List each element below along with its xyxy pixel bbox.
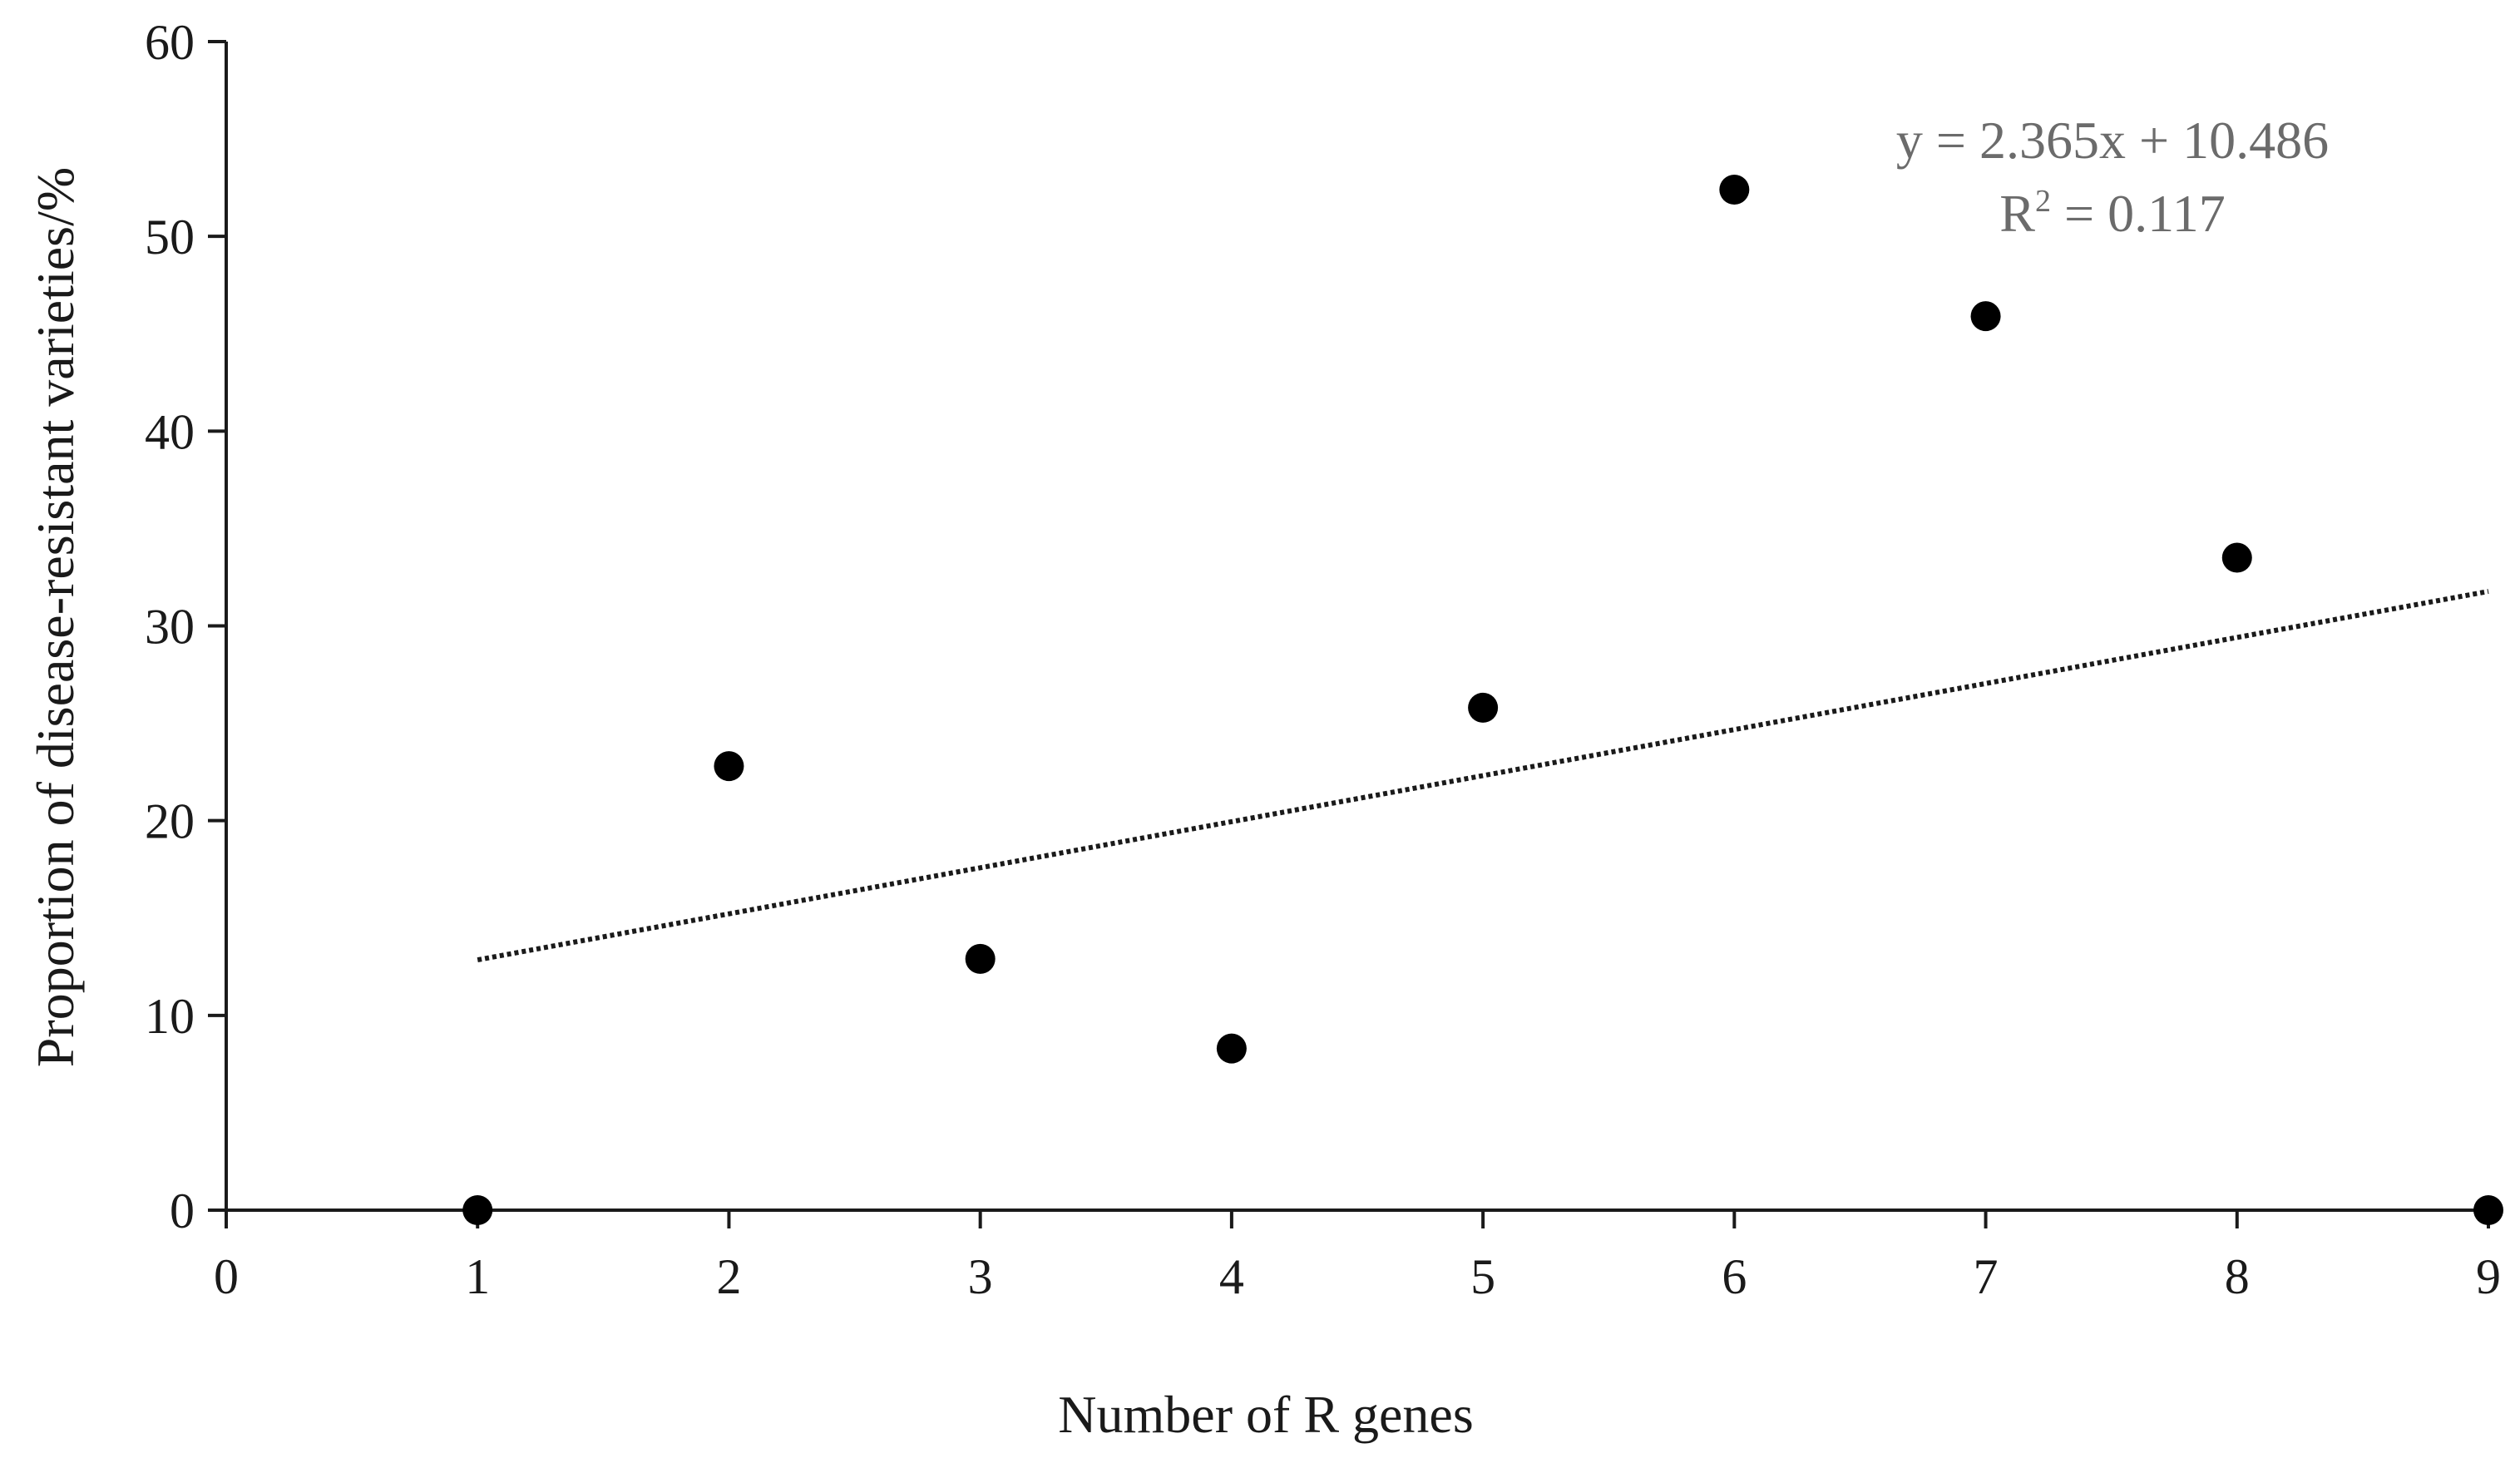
data-point xyxy=(1468,692,1499,723)
x-tick-label: 0 xyxy=(214,1249,239,1304)
x-tick-label: 6 xyxy=(1722,1249,1747,1304)
y-tick-label: 60 xyxy=(145,15,195,70)
r-squared-value: = 0.117 xyxy=(2051,184,2226,243)
data-point xyxy=(2473,1195,2503,1225)
data-point xyxy=(462,1195,493,1225)
data-point xyxy=(2221,542,2252,573)
y-tick-label: 40 xyxy=(145,404,195,459)
x-tick-label: 8 xyxy=(2225,1249,2250,1304)
x-axis-ticks: 0 1 2 3 4 5 6 7 8 9 xyxy=(214,1210,2501,1304)
r-squared-symbol: R xyxy=(1999,184,2035,243)
data-point xyxy=(1216,1033,1247,1064)
r-squared-label: R2 = 0.117 xyxy=(1999,184,2225,243)
x-tick-label: 2 xyxy=(716,1249,741,1304)
y-tick-label: 20 xyxy=(145,794,195,849)
x-tick-label: 3 xyxy=(968,1249,993,1304)
y-axis-ticks: 0 10 20 30 40 50 60 xyxy=(145,15,226,1238)
x-tick-label: 4 xyxy=(1219,1249,1244,1304)
y-tick-label: 10 xyxy=(145,989,195,1044)
data-point xyxy=(1719,174,1750,205)
plot-area: 0 10 20 30 40 50 60 0 1 2 3 4 5 6 7 8 9 xyxy=(145,15,2503,1304)
x-axis-title: Number of R genes xyxy=(1058,1385,1473,1444)
y-tick-label: 50 xyxy=(145,210,195,264)
r-squared-superscript: 2 xyxy=(2035,184,2051,219)
y-tick-label: 0 xyxy=(170,1184,195,1238)
x-tick-label: 1 xyxy=(465,1249,490,1304)
data-point xyxy=(1970,301,2001,332)
y-tick-label: 30 xyxy=(145,600,195,655)
trendline-equation: y = 2.365x + 10.486 xyxy=(1896,111,2329,170)
x-tick-label: 5 xyxy=(1470,1249,1495,1304)
data-points xyxy=(462,174,2503,1225)
x-tick-label: 7 xyxy=(1974,1249,1999,1304)
linear-trendline xyxy=(477,589,2489,963)
y-axis-title: Proportion of disease-resistant varietie… xyxy=(26,167,85,1067)
data-point xyxy=(714,751,744,782)
x-tick-label: 9 xyxy=(2476,1249,2501,1304)
data-point xyxy=(965,943,996,974)
